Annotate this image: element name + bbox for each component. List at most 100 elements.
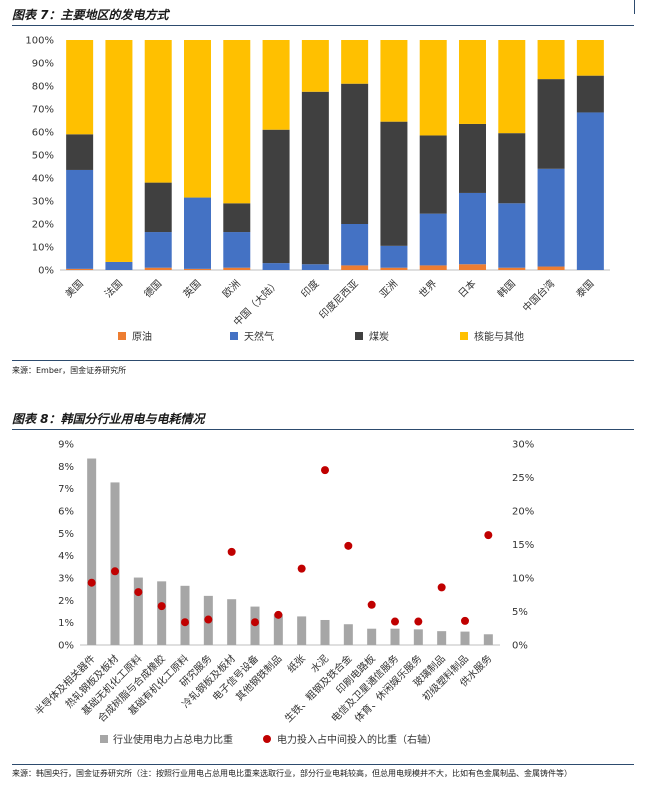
x-tick-label: 印度尼西亚 xyxy=(316,277,361,322)
legend-label: 煤炭 xyxy=(369,330,389,343)
scatter-point xyxy=(391,617,399,626)
bar-segment-2 xyxy=(105,261,133,270)
bar xyxy=(483,634,493,645)
bar-segment-4 xyxy=(537,40,565,80)
scatter-point xyxy=(111,567,119,576)
x-tick-label: 中国台湾 xyxy=(520,277,557,314)
y-tick-label: 60% xyxy=(32,128,54,139)
figure8-source: 来源：韩国央行，国金证券研究所（注：按照行业用电占总用电比重来选取行业，部分行业… xyxy=(12,769,572,778)
bar-segment-4 xyxy=(184,40,211,198)
x-tick-label: 德国 xyxy=(141,277,164,300)
scatter-point xyxy=(321,466,329,475)
x-tick-label: 世界 xyxy=(417,278,440,301)
scatter-point xyxy=(87,578,96,587)
scatter-point xyxy=(344,541,353,550)
bar-segment-4 xyxy=(66,40,94,135)
bar xyxy=(460,631,470,645)
bar-segment-3 xyxy=(419,135,447,214)
bar-segment-1 xyxy=(498,267,526,270)
y-tick-label: 2% xyxy=(58,596,74,607)
scatter-point xyxy=(297,564,306,573)
legend-swatch xyxy=(118,332,126,340)
bar xyxy=(343,624,353,645)
bar-segment-4 xyxy=(498,40,526,134)
bar-segment-4 xyxy=(341,40,369,84)
y-tick-label: 9% xyxy=(58,440,74,451)
bar xyxy=(367,628,377,645)
y-tick-label: 20% xyxy=(32,220,54,231)
figure8-top-rule xyxy=(12,429,634,430)
scatter-point xyxy=(134,588,143,597)
figure7-top-rule xyxy=(12,25,634,26)
scatter-point xyxy=(204,615,213,624)
legend-label: 核能与其他 xyxy=(474,330,524,343)
bar-segment-2 xyxy=(380,245,408,268)
bar-segment-1 xyxy=(66,268,94,270)
bar-segment-1 xyxy=(459,264,486,270)
x-tick-label: 纸张 xyxy=(284,652,307,675)
bar-segment-1 xyxy=(144,267,172,270)
scatter-point xyxy=(181,618,189,627)
bar-segment-3 xyxy=(380,121,408,246)
y-tick-label: 80% xyxy=(32,82,54,93)
legend-swatch xyxy=(460,332,468,340)
bar-segment-3 xyxy=(66,134,94,170)
bar-segment-3 xyxy=(498,133,526,204)
bar-segment-3 xyxy=(459,123,486,193)
scatter-point xyxy=(157,602,166,611)
x-tick-label: 欧洲 xyxy=(220,278,243,301)
bar xyxy=(227,599,237,645)
chart2: 0%1%2%3%4%5%6%7%8%9%0%5%10%15%20%25%30%半… xyxy=(32,440,534,747)
legend-swatch xyxy=(100,735,108,743)
x-tick-label: 美国 xyxy=(62,277,85,300)
scatter-point xyxy=(414,617,423,626)
bar-segment-1 xyxy=(341,265,369,270)
y2-tick-label: 25% xyxy=(512,473,534,484)
figure8-title: 图表 8：韩国分行业用电与电耗情况 xyxy=(12,412,205,426)
bar-segment-3 xyxy=(144,182,172,233)
bar-segment-4 xyxy=(223,40,251,204)
figure8-bottom-rule xyxy=(12,764,634,765)
bar-segment-3 xyxy=(301,91,329,265)
y-tick-label: 4% xyxy=(58,551,74,562)
legend-label: 行业使用电力占总电力比重 xyxy=(113,733,233,746)
scatter-point xyxy=(461,616,469,625)
bar-segment-3 xyxy=(262,129,290,264)
y-tick-label: 40% xyxy=(32,174,54,185)
y2-tick-label: 5% xyxy=(512,607,528,618)
bar-segment-4 xyxy=(144,40,172,183)
legend-swatch xyxy=(355,332,363,340)
y-tick-label: 0% xyxy=(38,266,54,277)
bar-segment-3 xyxy=(537,79,565,169)
bar xyxy=(297,616,307,645)
bar-segment-4 xyxy=(419,40,447,136)
bar-segment-2 xyxy=(66,169,94,269)
y-tick-label: 5% xyxy=(58,529,74,540)
bar-segment-4 xyxy=(576,40,604,76)
bar-segment-1 xyxy=(380,267,408,270)
bar xyxy=(110,482,120,645)
x-tick-label: 法国 xyxy=(102,277,125,300)
bar xyxy=(390,628,400,645)
x-tick-label: 印度 xyxy=(298,277,321,300)
y-tick-label: 8% xyxy=(58,462,74,473)
bar-segment-2 xyxy=(341,224,369,266)
y-tick-label: 100% xyxy=(25,36,54,47)
bar-segment-4 xyxy=(459,40,486,124)
y-tick-label: 10% xyxy=(32,243,54,254)
figure7-bottom-rule xyxy=(12,360,634,361)
bar-segment-2 xyxy=(262,263,290,270)
y-tick-label: 0% xyxy=(58,641,74,652)
bar xyxy=(320,619,330,645)
bar-segment-1 xyxy=(537,266,565,270)
y2-tick-label: 15% xyxy=(512,540,534,551)
scatter-point xyxy=(367,600,376,609)
y-tick-label: 6% xyxy=(58,507,74,518)
bar-segment-4 xyxy=(380,40,408,122)
bar-segment-4 xyxy=(301,40,329,92)
bar-segment-2 xyxy=(498,203,526,268)
y-tick-label: 50% xyxy=(32,151,54,162)
bar xyxy=(413,629,423,645)
bar-segment-4 xyxy=(262,40,290,130)
bar-segment-3 xyxy=(223,203,251,233)
